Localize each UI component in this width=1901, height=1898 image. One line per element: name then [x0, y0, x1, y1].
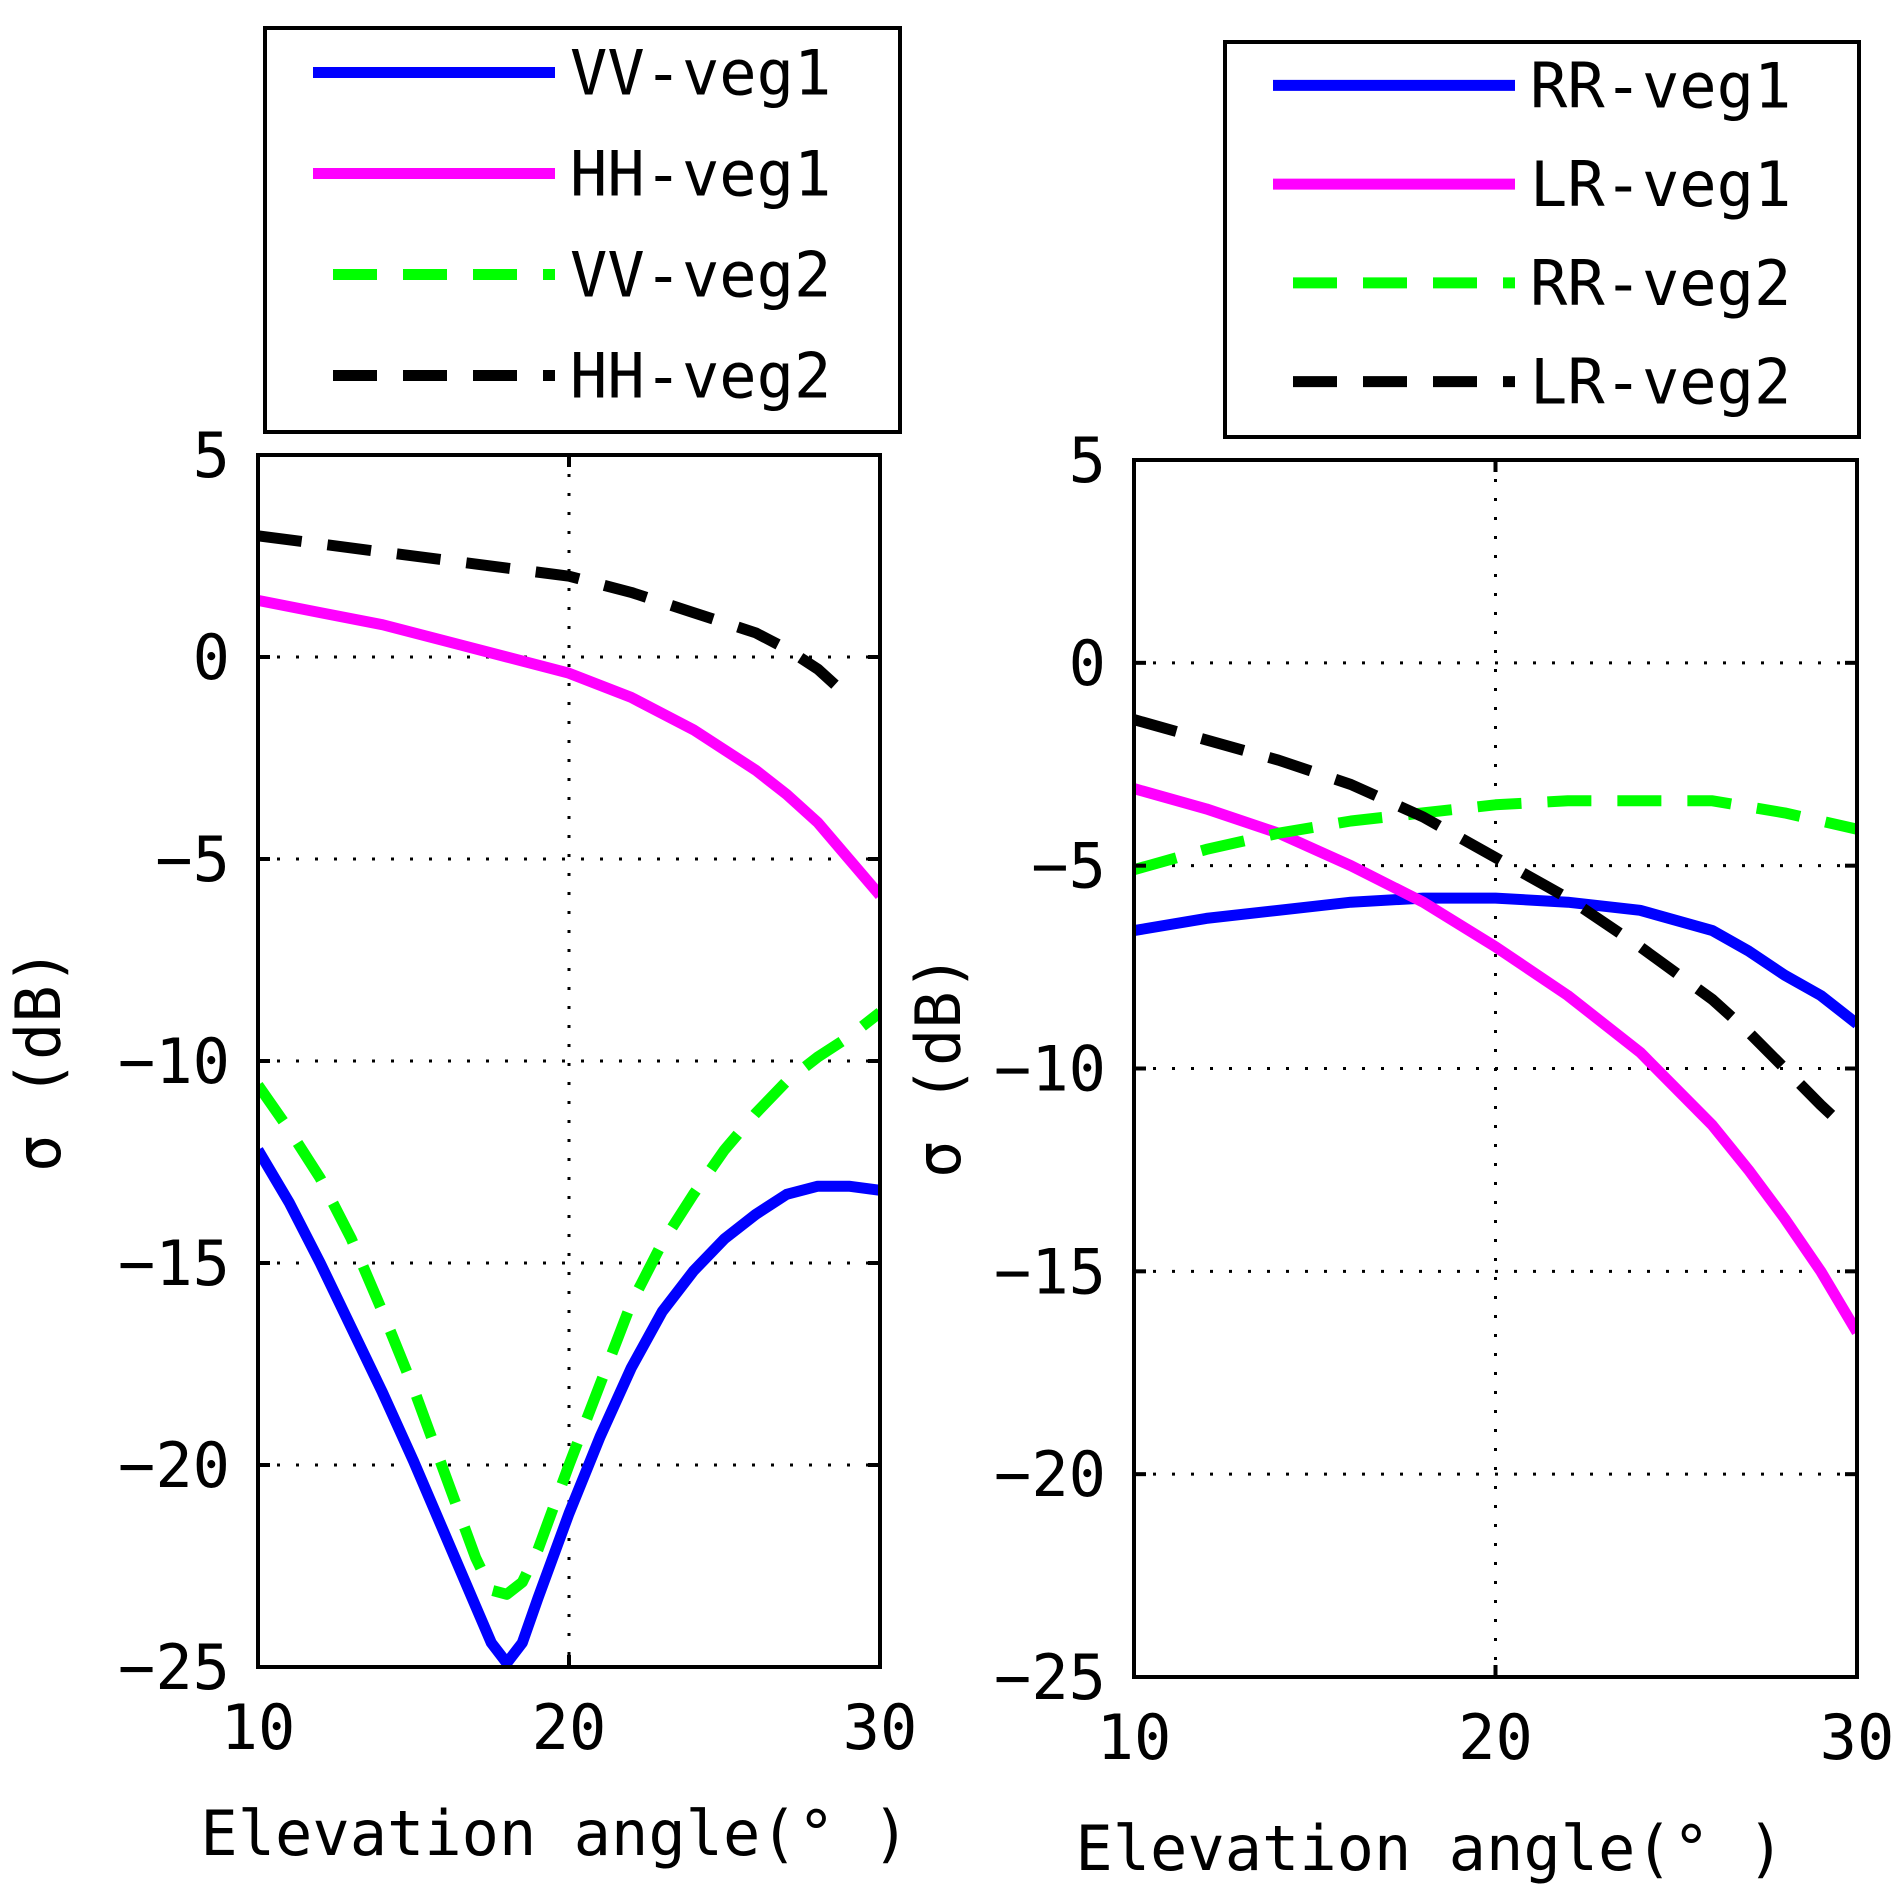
- y-tick-label: −10: [994, 1033, 1106, 1106]
- series-line-LR-veg2: [1134, 714, 1847, 1130]
- y-axis-label: σ (dB): [902, 954, 975, 1178]
- y-tick-label: −25: [994, 1641, 1106, 1714]
- x-tick-label: 30: [1820, 1701, 1895, 1774]
- x-tick-label: 10: [221, 1691, 296, 1764]
- legend: RR-veg1 LR-veg1 RR-veg2 LR-veg2: [1223, 40, 1861, 439]
- y-axis-label: σ (dB): [2, 948, 75, 1172]
- y-tick-label: −10: [118, 1025, 230, 1098]
- plot-frame: [256, 453, 882, 1669]
- series-line-RR-veg2: [1134, 795, 1857, 875]
- y-tick-label: −20: [118, 1429, 230, 1502]
- x-axis-label: Elevation angle(° ): [200, 1797, 909, 1870]
- legend-label-VV-veg1: VV-veg1: [570, 37, 831, 110]
- series-line-VV-veg2: [258, 1008, 880, 1600]
- y-tick-label: −5: [1031, 830, 1106, 903]
- legend-label-RR-veg1: RR-veg1: [1530, 49, 1791, 122]
- y-tick-label: 5: [193, 419, 230, 492]
- legend-label-LR-veg1: LR-veg1: [1530, 148, 1791, 221]
- legend-label-RR-veg2: RR-veg2: [1530, 247, 1791, 320]
- legend-label-VV-veg2: VV-veg2: [570, 239, 831, 312]
- y-tick-label: −20: [994, 1438, 1106, 1511]
- x-axis-label: Elevation angle(° ): [1075, 1812, 1784, 1885]
- series-line-VV-veg1: [258, 1147, 880, 1667]
- legend-label-HH-veg2: HH-veg2: [570, 340, 831, 413]
- y-tick-label: 5: [1069, 424, 1106, 497]
- y-tick-label: −15: [994, 1235, 1106, 1308]
- legend-label-LR-veg2: LR-veg2: [1530, 346, 1791, 419]
- x-tick-label: 10: [1097, 1701, 1172, 1774]
- x-tick-label: 20: [1458, 1701, 1533, 1774]
- y-tick-label: −5: [155, 823, 230, 896]
- y-tick-label: 0: [1069, 627, 1106, 700]
- series-line-HH-veg1: [258, 595, 880, 899]
- y-tick-label: 0: [193, 621, 230, 694]
- x-tick-label: 20: [532, 1691, 607, 1764]
- legend: VV-veg1 HH-veg1 VV-veg2 HH-veg2: [263, 26, 902, 434]
- legend-label-HH-veg1: HH-veg1: [570, 138, 831, 211]
- y-tick-label: −25: [118, 1631, 230, 1704]
- legend-box: [263, 26, 902, 434]
- legend-box: [1223, 40, 1861, 439]
- series-line-RR-veg1: [1134, 892, 1857, 1029]
- series-line-LR-veg1: [1134, 783, 1857, 1336]
- y-tick-label: −15: [118, 1227, 230, 1300]
- x-tick-label: 30: [843, 1691, 918, 1764]
